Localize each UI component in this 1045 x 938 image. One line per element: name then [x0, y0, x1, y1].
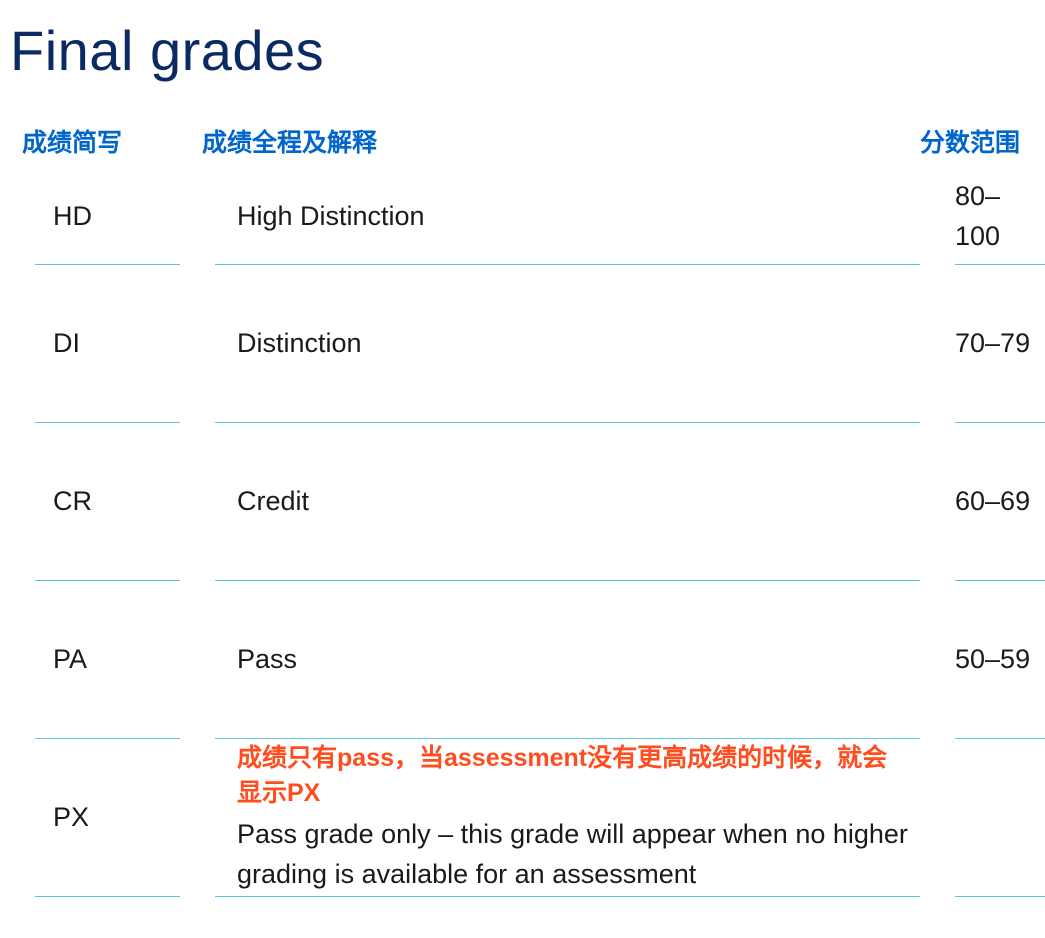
cell-full-text: High Distinction	[237, 197, 910, 236]
table-row: CR Credit 60–69	[0, 423, 1045, 581]
table-row: PX 成绩只有pass，当assessment没有更高成绩的时候，就会显示PX …	[0, 739, 1045, 897]
header-range: 分数范围	[920, 123, 1045, 159]
cell-full-text: Credit	[237, 482, 910, 521]
cell-full: High Distinction	[215, 169, 920, 265]
cell-abbr: HD	[35, 169, 180, 265]
cell-range: 80–100	[955, 169, 1045, 265]
table-row: DI Distinction 70–79	[0, 265, 1045, 423]
table-row: HD High Distinction 80–100	[0, 169, 1045, 265]
grades-table: 成绩简写 成绩全程及解释 分数范围 HD High Distinction 80…	[0, 123, 1045, 897]
header-full: 成绩全程及解释	[180, 123, 920, 159]
cell-range: 60–69	[955, 423, 1045, 581]
cell-full-text: Pass	[237, 640, 910, 679]
cell-full: 成绩只有pass，当assessment没有更高成绩的时候，就会显示PX Pas…	[215, 739, 920, 897]
cell-full: Distinction	[215, 265, 920, 423]
cell-range	[955, 739, 1045, 897]
cell-abbr: DI	[35, 265, 180, 423]
cell-range: 70–79	[955, 265, 1045, 423]
cell-abbr: CR	[35, 423, 180, 581]
header-abbr: 成绩简写	[0, 123, 180, 159]
cell-full-text: Pass grade only – this grade will appear…	[237, 815, 910, 893]
cell-full-text: Distinction	[237, 324, 910, 363]
page-title: Final grades	[10, 18, 1045, 83]
cell-abbr: PX	[35, 739, 180, 897]
table-header-row: 成绩简写 成绩全程及解释 分数范围	[0, 123, 1045, 159]
table-row: PA Pass 50–59	[0, 581, 1045, 739]
cell-full: Credit	[215, 423, 920, 581]
cell-abbr: PA	[35, 581, 180, 739]
cell-annotation: 成绩只有pass，当assessment没有更高成绩的时候，就会显示PX	[237, 741, 910, 811]
cell-full: Pass	[215, 581, 920, 739]
cell-range: 50–59	[955, 581, 1045, 739]
